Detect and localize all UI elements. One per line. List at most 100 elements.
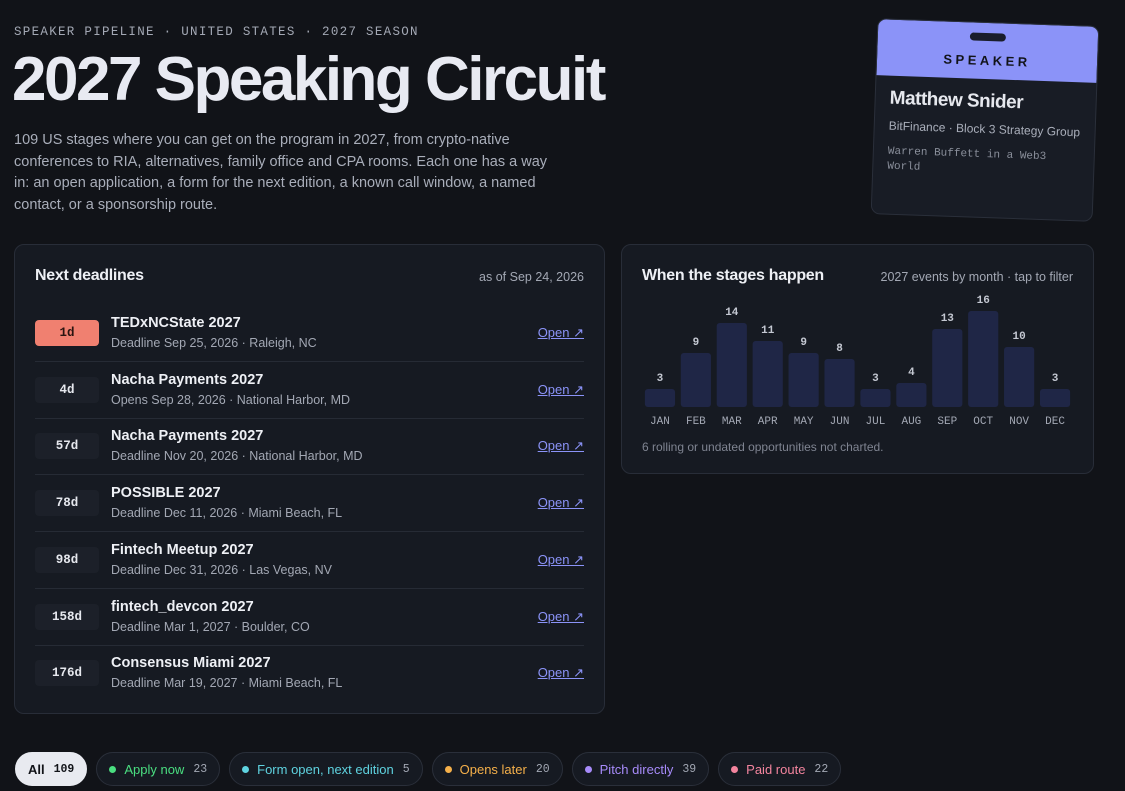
days-left: 98d: [35, 546, 99, 573]
deadline-row: 98d Fintech Meetup 2027 Deadline Dec 31, 2…: [35, 532, 584, 589]
bar[interactable]: [716, 323, 747, 407]
value-label: 9: [693, 337, 700, 349]
value-label: 16: [977, 295, 990, 307]
filter-pill[interactable]: Apply now 23: [96, 752, 221, 786]
event-detail: Deadline Sep 25, 2026 · Raleigh, NC: [111, 336, 317, 350]
filter-bar: All 109 Apply now 23 Form open, next edition…: [15, 752, 842, 786]
bar[interactable]: [968, 311, 999, 407]
deadline-row: 176d Consensus Miami 2027 Deadline Mar 19,…: [35, 645, 584, 701]
speaker-badge: SPEAKER Matthew Snider BitFinance · Bloc…: [870, 18, 1100, 222]
bar[interactable]: [1039, 389, 1071, 407]
chart-card: When the stages happen 2027 events by mo…: [621, 244, 1094, 474]
page-title: 2027 Speaking Circuit: [12, 45, 606, 114]
chart-subtitle: 2027 events by month · tap to filter: [880, 270, 1073, 284]
event-detail: Deadline Dec 11, 2026 · Miami Beach, FL: [111, 506, 343, 521]
deadline-row: 4d Nacha Payments 2027 Opens Sep 28, 2026 …: [35, 362, 584, 419]
month-label: FEB: [686, 416, 706, 428]
value-label: 3: [1052, 373, 1059, 385]
month-label: OCT: [973, 416, 993, 428]
filter-label: Paid route: [746, 761, 806, 777]
intro: 109 US stages where you can get on the p…: [14, 132, 548, 214]
bar[interactable]: [680, 353, 711, 407]
bar[interactable]: [1004, 347, 1035, 407]
event-detail: Opens Sep 28, 2026 · National Harbor, MD: [111, 392, 351, 407]
filter-label: All: [28, 761, 45, 777]
value-label: 14: [725, 307, 739, 319]
open-link[interactable]: Open ↗: [537, 551, 584, 567]
status-dot: [731, 765, 739, 773]
bar[interactable]: [752, 341, 783, 407]
filter-pill[interactable]: Form open, next edition 5: [229, 752, 423, 786]
status-dot: [444, 765, 452, 773]
days-left: 1d: [35, 320, 99, 346]
bar[interactable]: [932, 329, 963, 407]
filter-label: Opens later: [459, 761, 527, 777]
filter-pill[interactable]: Opens later 20: [431, 752, 563, 786]
event-name: Fintech Meetup 2027: [111, 541, 254, 558]
open-link[interactable]: Open ↗: [537, 608, 584, 624]
month-label: AUG: [901, 416, 921, 428]
month-chart: 3 JAN 9 FEB 14 MAR 11 APR 9 MAY 8 JUN 3 JUL 4 AUG 13 SEP 1…: [644, 295, 1071, 428]
bar[interactable]: [824, 359, 855, 407]
bar[interactable]: [896, 383, 927, 407]
filter-label: Apply now: [124, 761, 185, 777]
event-detail: Deadline Mar 19, 2027 · Miami Beach, FL: [111, 676, 343, 691]
event-name: TEDxNCState 2027: [111, 315, 241, 331]
status-dot: [242, 765, 250, 773]
month-label: NOV: [1009, 416, 1029, 428]
open-link[interactable]: Open ↗: [537, 438, 584, 454]
days-left: 78d: [35, 490, 99, 517]
deadline-row: 158d fintech_devcon 2027 Deadline Mar 1, 2…: [35, 589, 584, 646]
event-name: fintech_devcon 2027: [111, 598, 254, 615]
filter-label: Pitch directly: [599, 761, 674, 777]
event-name: Nacha Payments 2027: [111, 428, 264, 445]
open-link[interactable]: Open ↗: [537, 665, 584, 681]
filter-count: 39: [682, 762, 697, 776]
days-left: 158d: [35, 603, 99, 630]
month-label: DEC: [1045, 416, 1065, 428]
bar[interactable]: [644, 389, 676, 407]
filter-count: 22: [814, 762, 829, 776]
talk-title: Warren Buffett in a Web3 World: [887, 145, 1047, 174]
speaker-name: Matthew Snider: [889, 87, 1024, 114]
month-label: JUL: [866, 416, 886, 428]
filter-pill[interactable]: Pitch directly 39: [571, 752, 710, 786]
filter-count: 23: [193, 762, 208, 776]
open-link[interactable]: Open ↗: [537, 495, 584, 511]
bar[interactable]: [860, 389, 891, 407]
speaker-org: BitFinance · Block 3 Strategy Group: [888, 118, 1081, 140]
month-label: APR: [758, 416, 778, 428]
filter-pill[interactable]: Paid route 22: [718, 752, 842, 786]
filter-pill[interactable]: All 109: [15, 752, 88, 786]
value-label: 4: [908, 367, 915, 379]
value-label: 11: [761, 325, 775, 337]
badge-label: SPEAKER: [943, 51, 1031, 70]
month-label: JUN: [830, 416, 850, 428]
open-link[interactable]: Open ↗: [537, 325, 584, 340]
badge-header: SPEAKER: [876, 19, 1099, 83]
eyebrow: SPEAKER PIPELINE · UNITED STATES · 2027 …: [14, 25, 419, 39]
days-left: 4d: [35, 376, 99, 403]
event-name: Consensus Miami 2027: [111, 655, 271, 672]
days-left: 176d: [35, 660, 99, 687]
filter-count: 109: [53, 762, 75, 776]
month-label: JAN: [650, 416, 670, 428]
filter-label: Form open, next edition: [257, 761, 394, 777]
days-left: 57d: [35, 433, 99, 460]
filter-count: 20: [535, 762, 550, 776]
chart-note: 6 rolling or undated opportunities not c…: [642, 440, 884, 454]
chart-title: When the stages happen: [642, 267, 824, 284]
month-label: MAY: [794, 416, 814, 428]
month-label: MAR: [722, 416, 742, 428]
deadline-row: 78d POSSIBLE 2027 Deadline Dec 11, 2026 · …: [35, 475, 584, 533]
open-link[interactable]: Open ↗: [537, 381, 584, 397]
deadline-row: 57d Nacha Payments 2027 Deadline Nov 20, 2…: [35, 418, 584, 476]
event-name: POSSIBLE 2027: [111, 485, 221, 502]
bar[interactable]: [788, 353, 819, 407]
deadlines-card: Next deadlines as of Sep 24, 2026 1d TEDx…: [14, 244, 605, 714]
value-label: 9: [800, 337, 807, 349]
value-label: 8: [836, 343, 843, 355]
event-name: Nacha Payments 2027: [111, 371, 264, 388]
event-detail: Deadline Mar 1, 2027 · Boulder, CO: [111, 619, 310, 634]
